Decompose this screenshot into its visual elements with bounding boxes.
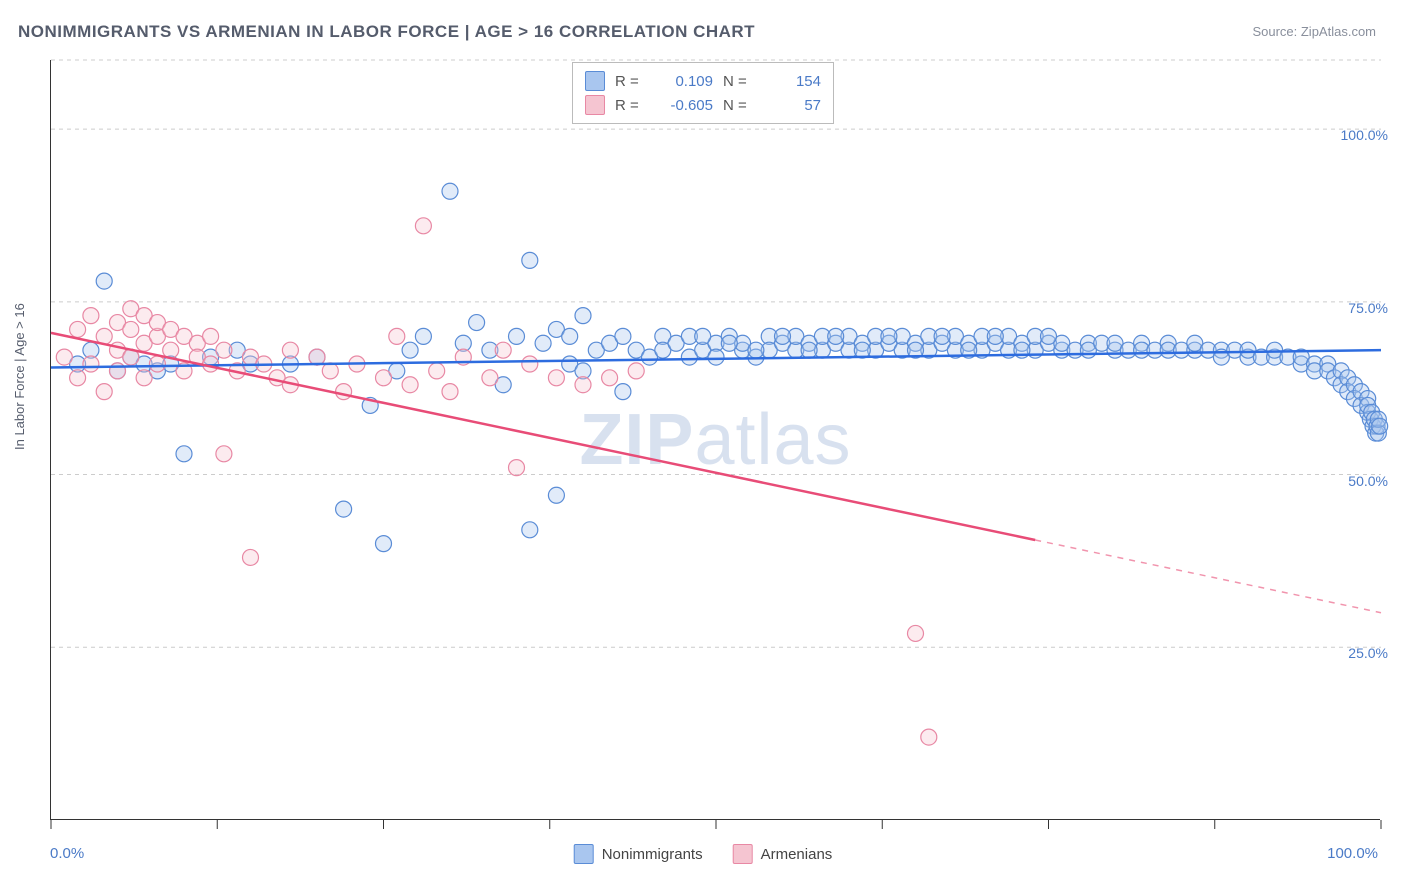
data-point <box>522 356 538 372</box>
data-point <box>708 349 724 365</box>
data-point <box>522 522 538 538</box>
data-point <box>376 536 392 552</box>
data-point <box>548 487 564 503</box>
data-point <box>562 328 578 344</box>
data-point <box>415 328 431 344</box>
data-point <box>389 328 405 344</box>
data-point <box>336 501 352 517</box>
data-point <box>1372 418 1388 434</box>
data-point <box>402 342 418 358</box>
data-point <box>1041 328 1057 344</box>
data-point <box>615 384 631 400</box>
r-value-series-1: -0.605 <box>653 97 713 114</box>
y-tick-label: 75.0% <box>1348 300 1388 316</box>
data-point <box>509 328 525 344</box>
data-point <box>575 377 591 393</box>
data-point <box>243 549 259 565</box>
data-point <box>615 328 631 344</box>
y-axis-label: In Labor Force | Age > 16 <box>12 303 27 450</box>
data-point <box>535 335 551 351</box>
data-point <box>482 370 498 386</box>
data-point <box>336 384 352 400</box>
trend-line <box>51 333 1035 540</box>
data-point <box>322 363 338 379</box>
y-tick-label: 25.0% <box>1348 645 1388 661</box>
r-value-series-0: 0.109 <box>653 73 713 90</box>
chart-title: NONIMMIGRANTS VS ARMENIAN IN LABOR FORCE… <box>18 22 755 42</box>
y-tick-label: 50.0% <box>1348 473 1388 489</box>
data-point <box>695 328 711 344</box>
data-point <box>548 370 564 386</box>
swatch-series-1 <box>585 95 605 115</box>
swatch-legend-1 <box>733 844 753 864</box>
correlation-chart: NONIMMIGRANTS VS ARMENIAN IN LABOR FORCE… <box>0 0 1406 892</box>
x-axis-min-label: 0.0% <box>50 845 84 862</box>
data-point <box>123 321 139 337</box>
stats-row-series-1: R = -0.605 N = 57 <box>585 93 821 117</box>
data-point <box>216 446 232 462</box>
data-point <box>828 328 844 344</box>
stats-row-series-0: R = 0.109 N = 154 <box>585 69 821 93</box>
y-tick-label: 100.0% <box>1341 127 1388 143</box>
data-point <box>83 356 99 372</box>
legend-label-0: Nonimmigrants <box>602 846 703 863</box>
trend-line-extrapolated <box>1035 540 1381 613</box>
data-point <box>721 335 737 351</box>
data-point <box>83 308 99 324</box>
data-point <box>415 218 431 234</box>
legend-label-1: Armenians <box>761 846 833 863</box>
data-point <box>748 342 764 358</box>
data-point <box>987 328 1003 344</box>
data-point <box>509 460 525 476</box>
n-value-series-1: 57 <box>761 97 821 114</box>
data-point <box>96 384 112 400</box>
data-point <box>495 342 511 358</box>
x-axis-max-label: 100.0% <box>1327 845 1378 862</box>
data-point <box>96 273 112 289</box>
data-point <box>203 328 219 344</box>
data-point <box>429 363 445 379</box>
data-point <box>469 315 485 331</box>
data-point <box>602 370 618 386</box>
data-point <box>801 342 817 358</box>
data-point <box>70 370 86 386</box>
stats-legend-box: R = 0.109 N = 154 R = -0.605 N = 57 <box>572 62 834 124</box>
n-value-series-0: 154 <box>761 73 821 90</box>
data-point <box>136 370 152 386</box>
data-point <box>442 384 458 400</box>
data-point <box>282 342 298 358</box>
swatch-series-0 <box>585 71 605 91</box>
bottom-legend: Nonimmigrants Armenians <box>574 844 833 864</box>
data-point <box>522 252 538 268</box>
data-point <box>775 328 791 344</box>
data-point <box>149 356 165 372</box>
data-point <box>56 349 72 365</box>
legend-item-0: Nonimmigrants <box>574 844 703 864</box>
data-point <box>575 308 591 324</box>
data-point <box>70 321 86 337</box>
source-attribution: Source: ZipAtlas.com <box>1252 24 1376 39</box>
data-point <box>628 363 644 379</box>
data-point <box>376 370 392 386</box>
legend-item-1: Armenians <box>733 844 833 864</box>
data-point <box>921 729 937 745</box>
data-point <box>934 328 950 344</box>
data-point <box>203 356 219 372</box>
data-point <box>216 342 232 358</box>
data-point <box>881 328 897 344</box>
plot-svg <box>51 60 1381 820</box>
data-point <box>402 377 418 393</box>
swatch-legend-0 <box>574 844 594 864</box>
data-point <box>908 625 924 641</box>
plot-area: ZIPatlas <box>50 60 1380 820</box>
data-point <box>442 183 458 199</box>
data-point <box>176 446 192 462</box>
